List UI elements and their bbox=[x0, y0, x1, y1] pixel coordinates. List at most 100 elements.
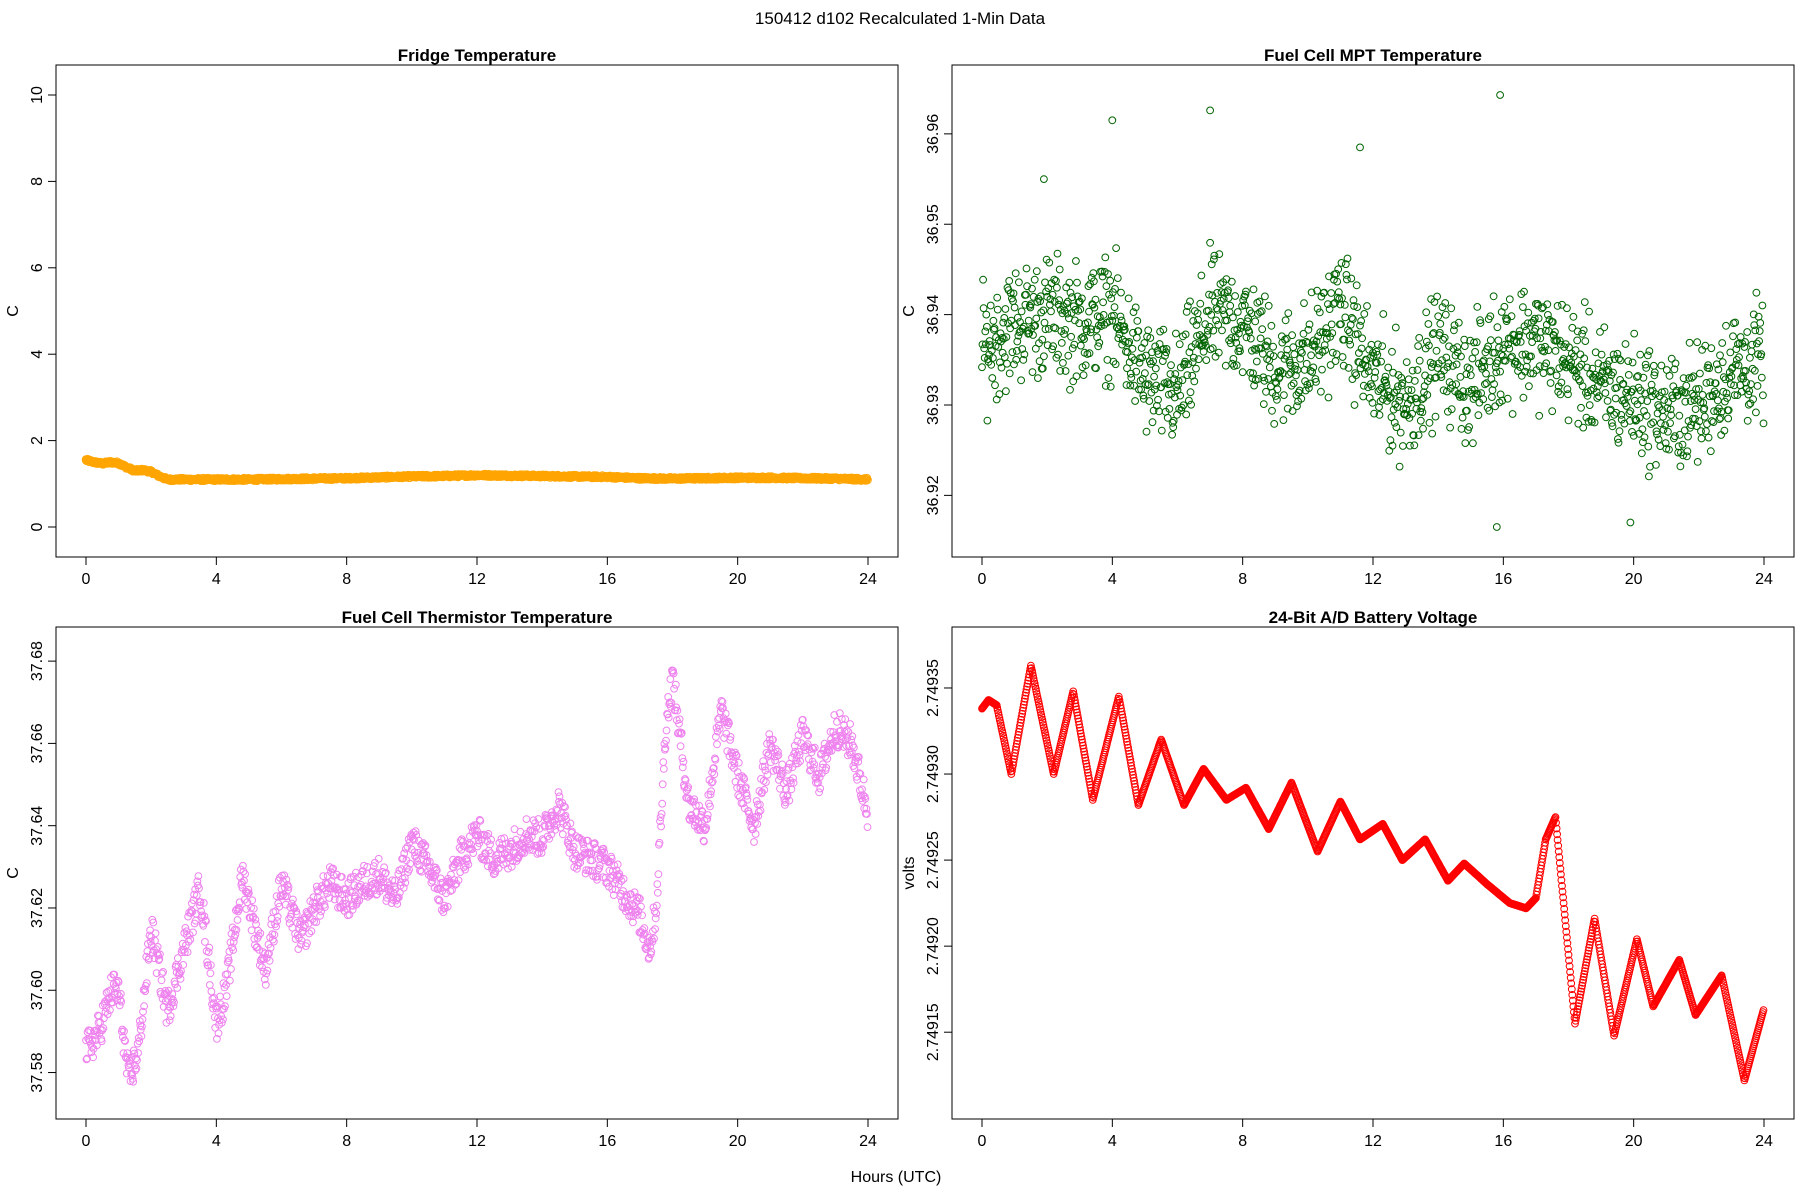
data-point bbox=[1055, 265, 1064, 274]
data-point bbox=[1087, 325, 1096, 334]
data-point bbox=[653, 880, 662, 888]
data-point bbox=[1065, 278, 1074, 287]
data-point bbox=[229, 946, 238, 954]
data-point bbox=[1078, 294, 1086, 303]
data-point bbox=[1010, 303, 1019, 312]
data-point bbox=[1660, 396, 1668, 404]
data-point bbox=[978, 340, 987, 349]
data-point bbox=[1536, 328, 1545, 336]
data-point bbox=[1252, 357, 1261, 366]
data-point bbox=[1104, 374, 1113, 382]
data-point bbox=[1084, 282, 1093, 291]
data-point bbox=[1718, 339, 1727, 347]
data-point bbox=[1142, 427, 1151, 436]
data-point bbox=[1263, 337, 1272, 346]
data-point bbox=[1338, 353, 1347, 361]
data-point bbox=[1563, 304, 1571, 313]
data-point bbox=[1621, 340, 1630, 348]
data-point bbox=[1094, 342, 1103, 351]
data-point bbox=[1696, 369, 1704, 378]
x-tick-label: 16 bbox=[598, 571, 616, 588]
data-point bbox=[1167, 361, 1175, 370]
data-point bbox=[1183, 371, 1192, 380]
data-point bbox=[1029, 331, 1037, 339]
data-point bbox=[1162, 348, 1170, 357]
data-point bbox=[1158, 357, 1167, 366]
data-point bbox=[1703, 420, 1711, 429]
data-point bbox=[1546, 379, 1555, 387]
data-points bbox=[82, 666, 872, 1086]
data-point bbox=[1685, 338, 1694, 347]
data-point bbox=[1422, 337, 1431, 346]
data-point bbox=[1585, 401, 1594, 410]
data-point bbox=[703, 811, 712, 819]
data-point bbox=[1324, 393, 1333, 402]
data-point bbox=[1153, 401, 1161, 410]
data-point bbox=[1226, 301, 1235, 310]
data-point bbox=[1124, 294, 1133, 303]
data-point bbox=[1346, 340, 1355, 349]
data-point bbox=[658, 780, 667, 789]
x-tick-label: 0 bbox=[978, 1133, 987, 1150]
data-point bbox=[1489, 292, 1498, 301]
data-point bbox=[1125, 358, 1134, 367]
data-point bbox=[1085, 307, 1093, 316]
data-point bbox=[1139, 394, 1148, 403]
panel-title: Fuel Cell MPT Temperature bbox=[1264, 46, 1482, 65]
data-point bbox=[1168, 418, 1177, 427]
y-tick-label: 6 bbox=[29, 263, 46, 272]
data-point bbox=[1159, 325, 1168, 334]
data-point bbox=[1684, 432, 1692, 441]
data-point bbox=[1202, 356, 1211, 365]
data-point bbox=[1218, 306, 1227, 315]
data-point bbox=[522, 815, 531, 823]
data-point bbox=[1176, 391, 1185, 400]
data-point bbox=[1466, 371, 1475, 380]
data-points bbox=[81, 454, 872, 486]
x-tick-label: 24 bbox=[859, 571, 877, 588]
data-point bbox=[1130, 356, 1139, 365]
data-point bbox=[1132, 367, 1141, 376]
data-point bbox=[1410, 377, 1419, 385]
data-point bbox=[1597, 350, 1606, 359]
data-point bbox=[1163, 413, 1172, 422]
data-point bbox=[1432, 346, 1441, 355]
data-point bbox=[1363, 302, 1371, 310]
data-point bbox=[1041, 325, 1050, 334]
data-point bbox=[1707, 344, 1716, 353]
data-point bbox=[1637, 449, 1646, 458]
data-point bbox=[1013, 337, 1022, 346]
data-point bbox=[997, 337, 1005, 346]
data-point bbox=[1166, 380, 1174, 389]
data-point bbox=[1645, 472, 1653, 481]
data-point bbox=[1067, 332, 1075, 341]
data-point bbox=[1063, 297, 1072, 306]
data-point bbox=[713, 740, 721, 749]
data-point bbox=[1128, 344, 1137, 353]
data-point bbox=[1743, 416, 1752, 425]
data-point bbox=[1131, 397, 1139, 405]
data-point bbox=[1746, 353, 1754, 362]
data-point bbox=[242, 905, 251, 913]
data-point bbox=[1166, 370, 1175, 378]
data-point bbox=[659, 758, 668, 766]
x-tick-label: 8 bbox=[342, 1133, 351, 1150]
data-point bbox=[316, 911, 325, 920]
data-point bbox=[1099, 298, 1107, 307]
data-point bbox=[1138, 353, 1147, 362]
data-point bbox=[1136, 376, 1145, 385]
data-point bbox=[1447, 304, 1456, 313]
data-point bbox=[1702, 427, 1710, 436]
data-point bbox=[1177, 403, 1186, 412]
data-point bbox=[1595, 392, 1603, 401]
data-point bbox=[1331, 357, 1340, 366]
data-point bbox=[1358, 334, 1366, 343]
data-point bbox=[1664, 427, 1672, 436]
x-tick-label: 20 bbox=[1625, 1133, 1643, 1150]
data-point bbox=[652, 909, 661, 918]
data-point bbox=[1183, 302, 1192, 311]
data-point bbox=[1013, 313, 1022, 322]
data-point bbox=[1255, 297, 1264, 306]
data-point bbox=[1105, 317, 1114, 326]
data-point bbox=[1486, 336, 1495, 345]
